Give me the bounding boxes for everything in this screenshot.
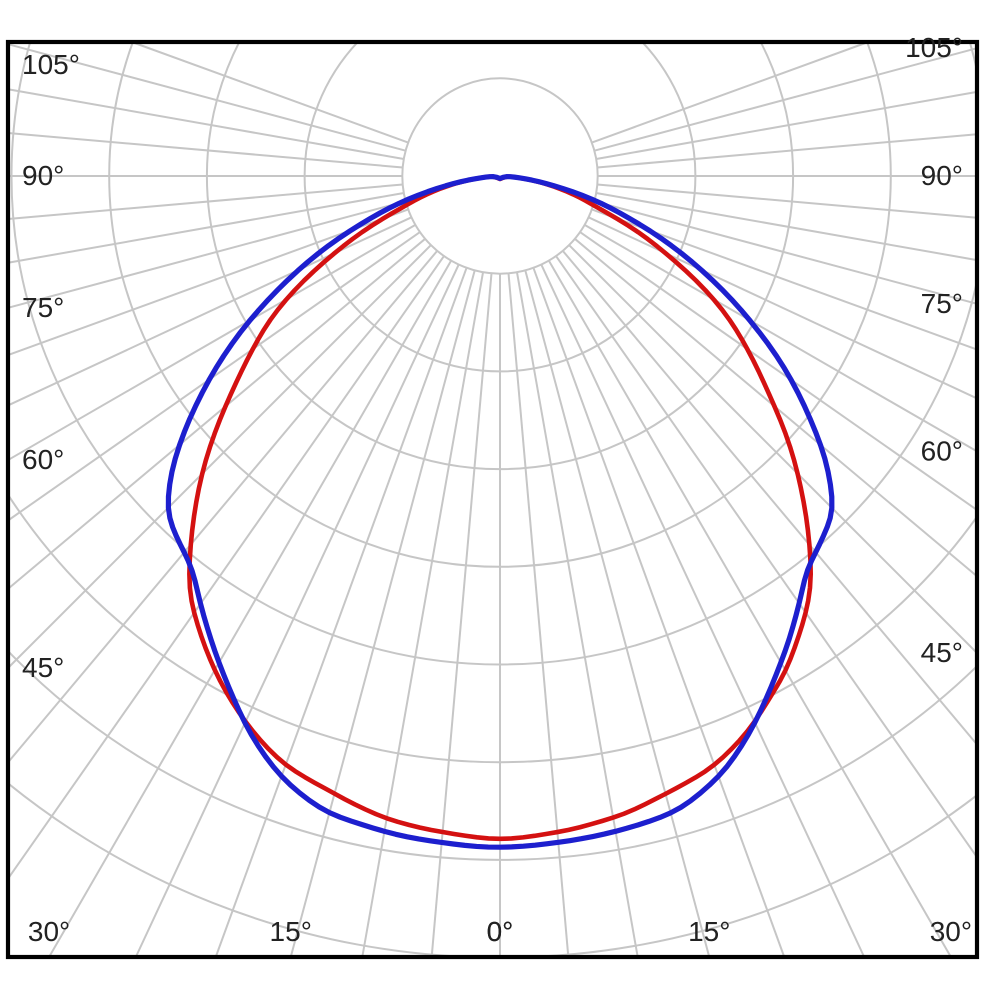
svg-text:75°: 75° — [22, 292, 64, 323]
svg-text:15°: 15° — [688, 916, 730, 947]
svg-text:90°: 90° — [921, 160, 963, 191]
svg-text:90°: 90° — [22, 160, 64, 191]
svg-text:45°: 45° — [921, 637, 963, 668]
svg-text:15°: 15° — [270, 916, 312, 947]
svg-text:45°: 45° — [22, 652, 64, 683]
svg-text:105°: 105° — [22, 49, 80, 80]
svg-text:0°: 0° — [487, 916, 514, 947]
svg-text:60°: 60° — [22, 444, 64, 475]
svg-text:30°: 30° — [930, 916, 972, 947]
svg-text:75°: 75° — [921, 288, 963, 319]
svg-text:105°: 105° — [905, 32, 963, 63]
svg-text:30°: 30° — [28, 916, 70, 947]
svg-text:60°: 60° — [921, 435, 963, 466]
